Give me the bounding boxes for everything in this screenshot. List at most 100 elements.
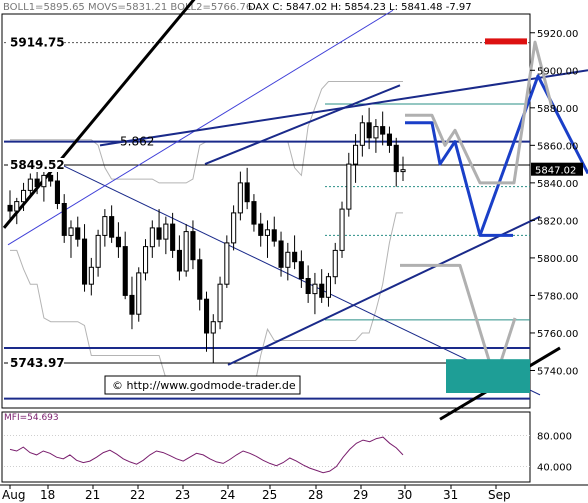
candle-body [312, 283, 318, 295]
candle-body [149, 227, 155, 248]
candle-body [346, 163, 352, 210]
level-label: 5914.75 [10, 36, 65, 50]
forecast-paths [400, 38, 588, 393]
candle-body [217, 283, 223, 323]
candle-body [264, 229, 270, 236]
candle-body [143, 246, 149, 274]
candle-body [237, 182, 243, 214]
forecast-blue-a [405, 121, 513, 237]
candle-body [251, 201, 257, 225]
candle-body [339, 208, 345, 251]
candle-body [278, 240, 284, 268]
candle-body [197, 259, 203, 300]
candle-body [88, 266, 94, 285]
date-label: 28 [308, 488, 323, 502]
candle-body [27, 178, 33, 191]
candle-body [292, 251, 298, 263]
candle-body [54, 180, 61, 204]
price-axis: 5740.00 5760.00 5780.00 5800.00 5820.00 5840.… [530, 29, 583, 377]
candle-body [190, 231, 196, 261]
candle-body [61, 203, 67, 236]
candle-body [353, 144, 359, 165]
price-candles [7, 107, 406, 363]
candle-body [156, 227, 162, 240]
mfi-tick-label: 40.000 [537, 463, 572, 474]
date-label: 23 [175, 488, 190, 502]
teal-target-zone [446, 359, 530, 393]
date-label: 22 [130, 488, 145, 502]
level-label: 5743.97 [10, 356, 65, 370]
level-label-bg [8, 157, 64, 172]
candle-body [359, 122, 365, 146]
rising-support-line [227, 215, 541, 366]
level-label: 5849.52 [10, 158, 65, 172]
date-label: 18 [40, 488, 55, 502]
candle-body [75, 227, 81, 240]
forecast-gray-b [400, 263, 517, 382]
red-target-marker [485, 38, 527, 45]
date-axis: Aug 18 21 22 23 24 25 28 29 30 31 Sep [0, 484, 588, 502]
candle-body [115, 236, 122, 248]
candle-body [183, 231, 189, 272]
candle-body [170, 223, 176, 251]
level-label-bg [8, 356, 64, 371]
candle-body [325, 276, 331, 298]
y-tick-label: 5760.00 [537, 329, 578, 340]
y-tick-label: 5920.00 [537, 29, 578, 40]
candle-body [380, 126, 386, 135]
last-price-box [531, 162, 583, 176]
mfi-line [9, 436, 404, 474]
mfi-panel: 40.000 80.000 [1, 411, 572, 483]
level-label: 5.862 [120, 135, 154, 149]
mfi-label: MFI=54.693 [4, 413, 59, 423]
mfi-tick-label: 80.000 [537, 432, 572, 443]
y-tick-label: 5800.00 [537, 254, 578, 265]
candle-body [332, 249, 338, 278]
y-tick-label: 5880.00 [537, 104, 578, 115]
price-frame [1, 13, 531, 409]
candle-body [386, 133, 392, 146]
candle-body [14, 201, 20, 212]
candle-body [7, 204, 13, 212]
date-label: 31 [443, 488, 458, 502]
candle-body [122, 246, 128, 296]
date-label: 29 [353, 488, 368, 502]
y-tick-label: 5820.00 [537, 216, 578, 227]
candle-body [319, 283, 325, 298]
candle-body [21, 189, 27, 203]
candle-body [48, 174, 54, 182]
boll-readout: BOLL1=5895.65 MOVS=5831.21 BOLL2=5766.76 [3, 2, 252, 13]
candle-body [95, 234, 101, 268]
candle-body [231, 212, 237, 244]
dax-quote-readout: DAX C: 5847.02 H: 5854.23 L: 5841.48 -7.… [248, 2, 472, 13]
candle-body [224, 242, 230, 285]
candle-body [102, 216, 108, 236]
candle-body [109, 216, 115, 238]
price-grid [1, 13, 531, 409]
y-tick-label: 5780.00 [537, 291, 578, 302]
source-label: © http://www.godmode-trader.de [112, 379, 296, 392]
level-labels: 5914.75 5.862 5849.52 5743.97 [8, 35, 154, 371]
y-tick-label: 5740.00 [537, 366, 578, 377]
candle-body [366, 122, 372, 139]
candle-body [34, 178, 40, 188]
y-tick-label: 5900.00 [537, 66, 578, 77]
candle-body [129, 294, 135, 315]
mfi-frame [1, 411, 531, 483]
date-label: 21 [85, 488, 100, 502]
date-label: 25 [262, 488, 277, 502]
steep-thin-line [7, 9, 394, 246]
candle-body [298, 261, 304, 280]
candle-body [400, 169, 406, 173]
candle-body [136, 272, 142, 315]
candle-body [82, 238, 88, 285]
candle-body [271, 229, 277, 242]
inner-channel-line [204, 84, 401, 166]
candle-body [68, 227, 74, 236]
y-tick-label: 5860.00 [537, 141, 578, 152]
y-tick-label: 5840.00 [537, 179, 578, 190]
source-box [104, 375, 301, 395]
candle-body [393, 144, 399, 173]
